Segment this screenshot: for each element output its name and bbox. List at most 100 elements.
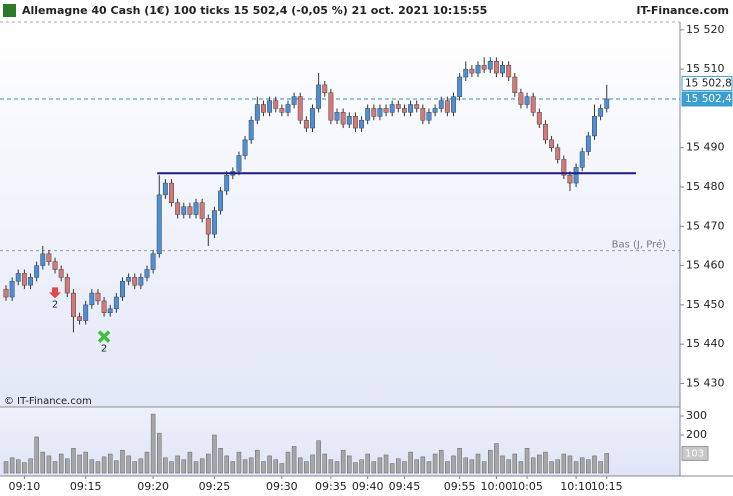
volume-bar bbox=[150, 413, 156, 474]
chart-title: Allemagne 40 Cash (1€) 100 ticks 15 502,… bbox=[22, 4, 487, 17]
volume-bar bbox=[40, 451, 46, 474]
volume-bar bbox=[34, 436, 39, 474]
volume-bar bbox=[138, 458, 144, 474]
y-tick-label: 15 440 bbox=[686, 337, 725, 350]
x-tick-label: 10:10 bbox=[560, 480, 592, 493]
candle-body bbox=[340, 112, 346, 125]
volume-bar bbox=[475, 453, 481, 474]
price-label: 15 502,4 bbox=[685, 93, 732, 105]
volume-bar bbox=[120, 449, 125, 474]
volume-bar bbox=[242, 459, 248, 474]
y-tick-label: 15 460 bbox=[686, 259, 725, 272]
volume-bar bbox=[347, 455, 352, 474]
candle-body bbox=[120, 281, 125, 298]
candle-body bbox=[150, 253, 156, 270]
candle-body bbox=[487, 61, 493, 70]
volume-bar bbox=[555, 459, 560, 474]
volume-bar bbox=[304, 461, 309, 474]
candle-body bbox=[236, 155, 242, 172]
candle-body bbox=[371, 108, 377, 117]
volume-bar bbox=[218, 448, 223, 474]
volume-bar bbox=[537, 454, 542, 474]
candle-body bbox=[261, 104, 266, 113]
volume-bar bbox=[567, 455, 573, 474]
candle-body bbox=[3, 288, 9, 298]
volume-bar bbox=[316, 440, 321, 474]
x-tick-label: 10:00 bbox=[481, 480, 513, 493]
x-tick-label: 09:55 bbox=[444, 480, 476, 493]
y-tick-label: 15 450 bbox=[686, 298, 725, 311]
candle-body bbox=[285, 104, 291, 113]
candle-body bbox=[175, 202, 181, 215]
volume-bar bbox=[224, 455, 229, 474]
volume-bar bbox=[518, 461, 524, 474]
candle-body bbox=[316, 84, 322, 109]
candle-body bbox=[573, 167, 579, 184]
candle-body bbox=[303, 119, 309, 129]
candle-body bbox=[549, 139, 555, 148]
volume-bar bbox=[144, 451, 150, 474]
candle-body bbox=[89, 292, 95, 306]
candle-body bbox=[205, 218, 211, 235]
volume-bar bbox=[463, 457, 468, 474]
volume-bar bbox=[414, 459, 419, 474]
sell-signal bbox=[49, 287, 62, 299]
candle-body bbox=[156, 194, 162, 255]
volume-bar bbox=[28, 458, 33, 474]
candle-body bbox=[144, 269, 150, 278]
volume-bar bbox=[396, 458, 401, 474]
candle-body bbox=[365, 108, 371, 121]
volume-bar bbox=[95, 461, 101, 474]
candle-body bbox=[291, 96, 297, 105]
candle-body bbox=[512, 76, 518, 93]
volume-bar bbox=[65, 458, 70, 474]
candle-body bbox=[561, 159, 567, 176]
volume-bar bbox=[181, 459, 187, 474]
price-panel bbox=[0, 22, 680, 407]
candle-body bbox=[279, 108, 285, 113]
buy-signal bbox=[97, 330, 111, 343]
candle-body bbox=[506, 64, 512, 78]
volume-bar bbox=[604, 453, 609, 474]
candle-body bbox=[211, 210, 217, 235]
candle-body bbox=[604, 98, 610, 109]
volume-bar bbox=[457, 448, 462, 474]
y-tick-label: 15 490 bbox=[686, 141, 725, 154]
candle-body bbox=[58, 269, 64, 278]
candle-body bbox=[592, 116, 597, 137]
candle-body bbox=[322, 84, 328, 93]
candle-body bbox=[432, 108, 438, 113]
volume-bar bbox=[236, 451, 242, 474]
candle-body bbox=[500, 64, 505, 74]
volume-bar bbox=[561, 453, 567, 474]
volume-bar bbox=[408, 451, 413, 474]
volume-bar bbox=[230, 461, 236, 474]
candle-body bbox=[248, 119, 254, 141]
volume-bar bbox=[212, 434, 217, 474]
candle-body bbox=[83, 304, 89, 321]
logo bbox=[3, 4, 16, 17]
volume-bar bbox=[500, 455, 505, 474]
candle-body bbox=[40, 253, 46, 266]
volume-bar bbox=[199, 458, 205, 474]
volume-bar bbox=[310, 454, 315, 474]
candle-body bbox=[530, 96, 536, 113]
volume-bar bbox=[365, 453, 370, 474]
volume-bar bbox=[3, 461, 9, 474]
candle-body bbox=[169, 182, 174, 203]
volume-bar bbox=[255, 449, 260, 474]
candle-body bbox=[132, 277, 138, 286]
y-tick-label: 15 430 bbox=[686, 376, 725, 389]
x-tick-label: 09:20 bbox=[137, 480, 169, 493]
candle-body bbox=[193, 202, 199, 215]
candle-body bbox=[95, 292, 101, 302]
watermark: © IT-Finance.com bbox=[4, 396, 92, 407]
candle-body bbox=[383, 108, 389, 113]
volume-bar bbox=[267, 455, 272, 474]
candle-body bbox=[377, 108, 383, 117]
candle-body bbox=[267, 100, 273, 113]
candle-body bbox=[469, 68, 475, 74]
candle-body bbox=[444, 100, 450, 113]
candle-body bbox=[199, 202, 205, 219]
candle-body bbox=[187, 206, 193, 215]
